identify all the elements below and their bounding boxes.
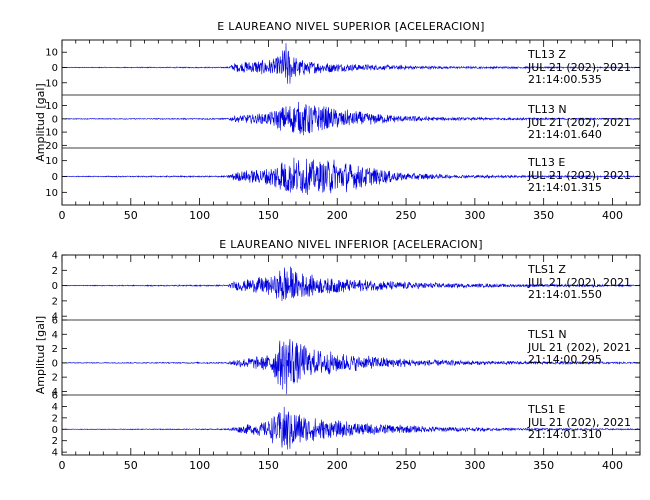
channel-label: TLS1 N: [527, 328, 567, 341]
time-label: 21:14:01.550: [528, 288, 602, 301]
y-tick-label: 6: [52, 391, 58, 402]
x-tick-label: 100: [189, 459, 210, 472]
y-tick-label: 10: [45, 48, 58, 59]
x-tick-label: 250: [396, 209, 417, 222]
waveform-line: [61, 101, 641, 136]
y-tick-label: 10: [45, 128, 58, 139]
x-tick-label: 100: [189, 209, 210, 222]
y-axis-label: Amplitud [gal]: [34, 83, 47, 161]
y-tick-label: 0: [52, 63, 58, 74]
chart-panel-2: E LAUREANO NIVEL INFERIOR [ACELERACION] A…: [34, 238, 641, 472]
y-tick-label: 2: [52, 296, 58, 307]
y-tick-label: 2: [52, 436, 58, 447]
chart-title: E LAUREANO NIVEL SUPERIOR [ACELERACION]: [217, 20, 484, 33]
x-tick-label: 200: [327, 209, 348, 222]
date-label: JUL 21 (202), 2021: [527, 116, 631, 129]
chart-panel-1: E LAUREANO NIVEL SUPERIOR [ACELERACION] A…: [34, 20, 641, 222]
channel-label: TL13 N: [527, 103, 567, 116]
x-tick-label: 0: [59, 459, 66, 472]
y-tick-label: 2: [52, 344, 58, 355]
x-tick-label: 400: [602, 459, 623, 472]
x-tick-label: 250: [396, 459, 417, 472]
channel-label: TLS1 E: [527, 403, 565, 416]
y-tick-label: 4: [52, 251, 58, 262]
date-label: JUL 21 (202), 2021: [527, 61, 631, 74]
y-tick-label: 10: [45, 101, 58, 112]
y-tick-label: 0: [52, 358, 58, 369]
y-tick-label: 20: [45, 141, 58, 152]
x-tick-label: 300: [464, 459, 485, 472]
chart-title: E LAUREANO NIVEL INFERIOR [ACELERACION]: [219, 238, 483, 251]
y-tick-label: 4: [52, 387, 58, 398]
waveform-line: [61, 157, 641, 196]
y-tick-label: 0: [52, 172, 58, 183]
y-tick-label: 2: [52, 413, 58, 424]
time-label: 21:14:01.310: [528, 428, 602, 441]
waveform-line: [61, 266, 641, 302]
x-tick-label: 350: [533, 459, 554, 472]
y-tick-label: 2: [52, 373, 58, 384]
time-label: 21:14:01.640: [528, 128, 602, 141]
date-label: JUL 21 (202), 2021: [527, 169, 631, 182]
time-label: 21:14:00.295: [528, 353, 602, 366]
y-tick-label: 10: [45, 156, 58, 167]
y-tick-label: 10: [45, 188, 58, 199]
y-tick-label: 4: [52, 448, 58, 459]
y-axis-label: Amplitud [gal]: [34, 316, 47, 394]
y-tick-label: 4: [52, 402, 58, 413]
date-label: JUL 21 (202), 2021: [527, 276, 631, 289]
x-tick-label: 300: [464, 209, 485, 222]
channel-label: TLS1 Z: [527, 263, 566, 276]
y-tick-label: 4: [52, 330, 58, 341]
y-tick-label: 0: [52, 425, 58, 436]
y-tick-label: 6: [52, 316, 58, 327]
y-tick-label: 0: [52, 281, 58, 292]
y-tick-label: 4: [52, 312, 58, 323]
y-tick-label: 0: [52, 114, 58, 125]
x-tick-label: 50: [124, 209, 138, 222]
date-label: JUL 21 (202), 2021: [527, 341, 631, 354]
x-tick-label: 0: [59, 209, 66, 222]
y-tick-label: 10: [45, 78, 58, 89]
waveform-line: [61, 43, 641, 84]
date-label: JUL 21 (202), 2021: [527, 416, 631, 429]
waveform-line: [61, 406, 641, 450]
x-tick-label: 50: [124, 459, 138, 472]
x-tick-label: 200: [327, 459, 348, 472]
waveform-line: [61, 338, 641, 395]
x-tick-label: 400: [602, 209, 623, 222]
y-tick-label: 2: [52, 266, 58, 277]
time-label: 21:14:01.315: [528, 181, 602, 194]
time-label: 21:14:00.535: [528, 73, 602, 86]
x-tick-label: 150: [258, 459, 279, 472]
x-tick-label: 150: [258, 209, 279, 222]
channel-label: TL13 Z: [527, 48, 566, 61]
channel-label: TL13 E: [527, 156, 565, 169]
x-tick-label: 350: [533, 209, 554, 222]
